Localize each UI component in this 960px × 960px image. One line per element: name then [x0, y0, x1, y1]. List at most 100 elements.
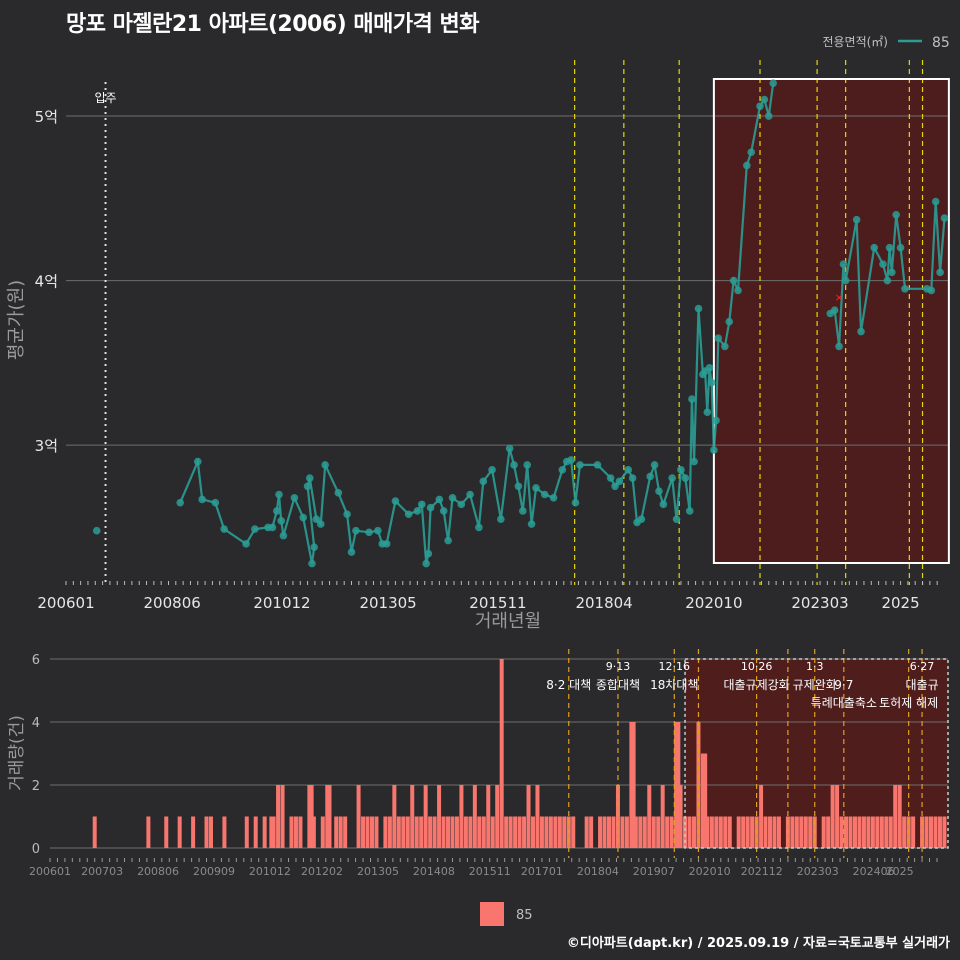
x-tick-label: 200909: [193, 865, 235, 878]
price-point: [268, 523, 277, 532]
price-point: [734, 286, 742, 295]
source-footer: ©디아파트(dapt.kr) / 2025.09.19 / 자료=국토교통부 실…: [566, 936, 950, 951]
price-point: [439, 507, 448, 515]
x-tick-label: 201511: [469, 865, 511, 878]
volume-bar: [844, 816, 849, 848]
price-point: [424, 549, 433, 558]
volume-bar: [307, 785, 312, 848]
volume-bar: [790, 816, 795, 848]
x-tick-label: 2025: [886, 865, 914, 878]
volume-bar: [830, 785, 835, 848]
price-point: [756, 102, 764, 110]
highlight-frame: [712, 78, 950, 564]
volume-bar: [191, 816, 196, 848]
price-point: [448, 493, 457, 502]
price-point: [931, 197, 940, 206]
volume-bar: [495, 785, 500, 848]
policy-label: 종합대책: [596, 677, 640, 692]
price-point: [466, 490, 474, 499]
volume-bar: [557, 816, 562, 848]
volume-bar: [929, 816, 934, 848]
price-point: [725, 317, 734, 326]
price-point: [404, 510, 413, 519]
x-axis-title: 거래년월: [475, 611, 541, 632]
volume-bar: [763, 816, 768, 848]
volume-bar: [933, 816, 938, 848]
volume-bar: [486, 785, 491, 848]
x-tick-label: 202406: [853, 865, 895, 878]
price-point: [567, 456, 575, 464]
volume-bar: [387, 816, 392, 848]
volume-bar: [629, 722, 634, 848]
policy-label: 9·7: [834, 678, 853, 692]
volume-bar: [177, 816, 182, 848]
price-point: [690, 457, 698, 466]
price-point: [624, 466, 633, 474]
volume-bar: [772, 816, 777, 848]
x-tick-label: 202010: [689, 865, 731, 878]
x-tick-label: 201804: [575, 594, 632, 612]
volume-bar: [271, 816, 276, 848]
volume-bar: [660, 785, 665, 848]
volume-bar: [638, 816, 643, 848]
volume-bar: [911, 816, 916, 848]
volume-bar: [736, 816, 741, 848]
volume-bar: [208, 816, 213, 848]
volume-bar: [419, 816, 424, 848]
volume-bar: [584, 816, 589, 848]
policy-label: 특례대출축소: [811, 696, 877, 710]
volume-bar: [611, 816, 616, 848]
volume-bar: [481, 816, 486, 848]
volume-bar: [309, 785, 314, 848]
volume-bar: [530, 816, 535, 848]
volume-bar: [472, 785, 477, 848]
price-point: [870, 243, 879, 252]
price-point: [365, 528, 373, 537]
volume-bar: [244, 816, 249, 848]
volume-bar: [821, 816, 826, 848]
volume-bar: [794, 816, 799, 848]
volume-bar: [298, 816, 303, 848]
price-point: [714, 334, 723, 342]
price-point: [885, 243, 894, 252]
volume-bar: [776, 816, 781, 848]
price-point: [316, 520, 325, 528]
volume-bar: [504, 816, 509, 848]
price-point: [305, 474, 314, 482]
price-point: [444, 536, 452, 545]
price-point: [747, 148, 756, 157]
price-point: [668, 474, 676, 482]
volume-bar: [146, 816, 151, 848]
volume-bar: [289, 816, 294, 848]
policy-label: 9·13: [606, 660, 631, 673]
price-point: [712, 416, 720, 425]
volume-bar: [410, 785, 415, 848]
y-tick-label: 6: [32, 653, 40, 668]
price-point: [519, 507, 527, 515]
x-tick-label: 200806: [137, 865, 179, 878]
volume-bar: [875, 816, 880, 848]
volume-bar: [647, 785, 652, 848]
volume-bar: [607, 816, 612, 848]
volume-bar: [338, 816, 343, 848]
volume-bar: [562, 816, 567, 848]
volume-bar: [343, 816, 348, 848]
price-point: [488, 466, 496, 474]
volume-bar: [803, 816, 808, 848]
x-tick-label: 201305: [357, 865, 399, 878]
y-tick-label: 3억: [35, 437, 58, 455]
price-point: [457, 500, 466, 509]
legend-label: 85: [932, 35, 950, 51]
price-point: [839, 260, 848, 268]
volume-bar: [642, 816, 647, 848]
volume-bar: [741, 816, 746, 848]
volume-bar: [615, 785, 620, 848]
price-point: [220, 525, 228, 533]
price-point: [505, 444, 514, 453]
price-point: [426, 503, 435, 512]
policy-label: 1·3: [806, 660, 824, 673]
price-point: [176, 498, 185, 507]
price-point: [857, 327, 865, 336]
price-point: [275, 490, 283, 499]
